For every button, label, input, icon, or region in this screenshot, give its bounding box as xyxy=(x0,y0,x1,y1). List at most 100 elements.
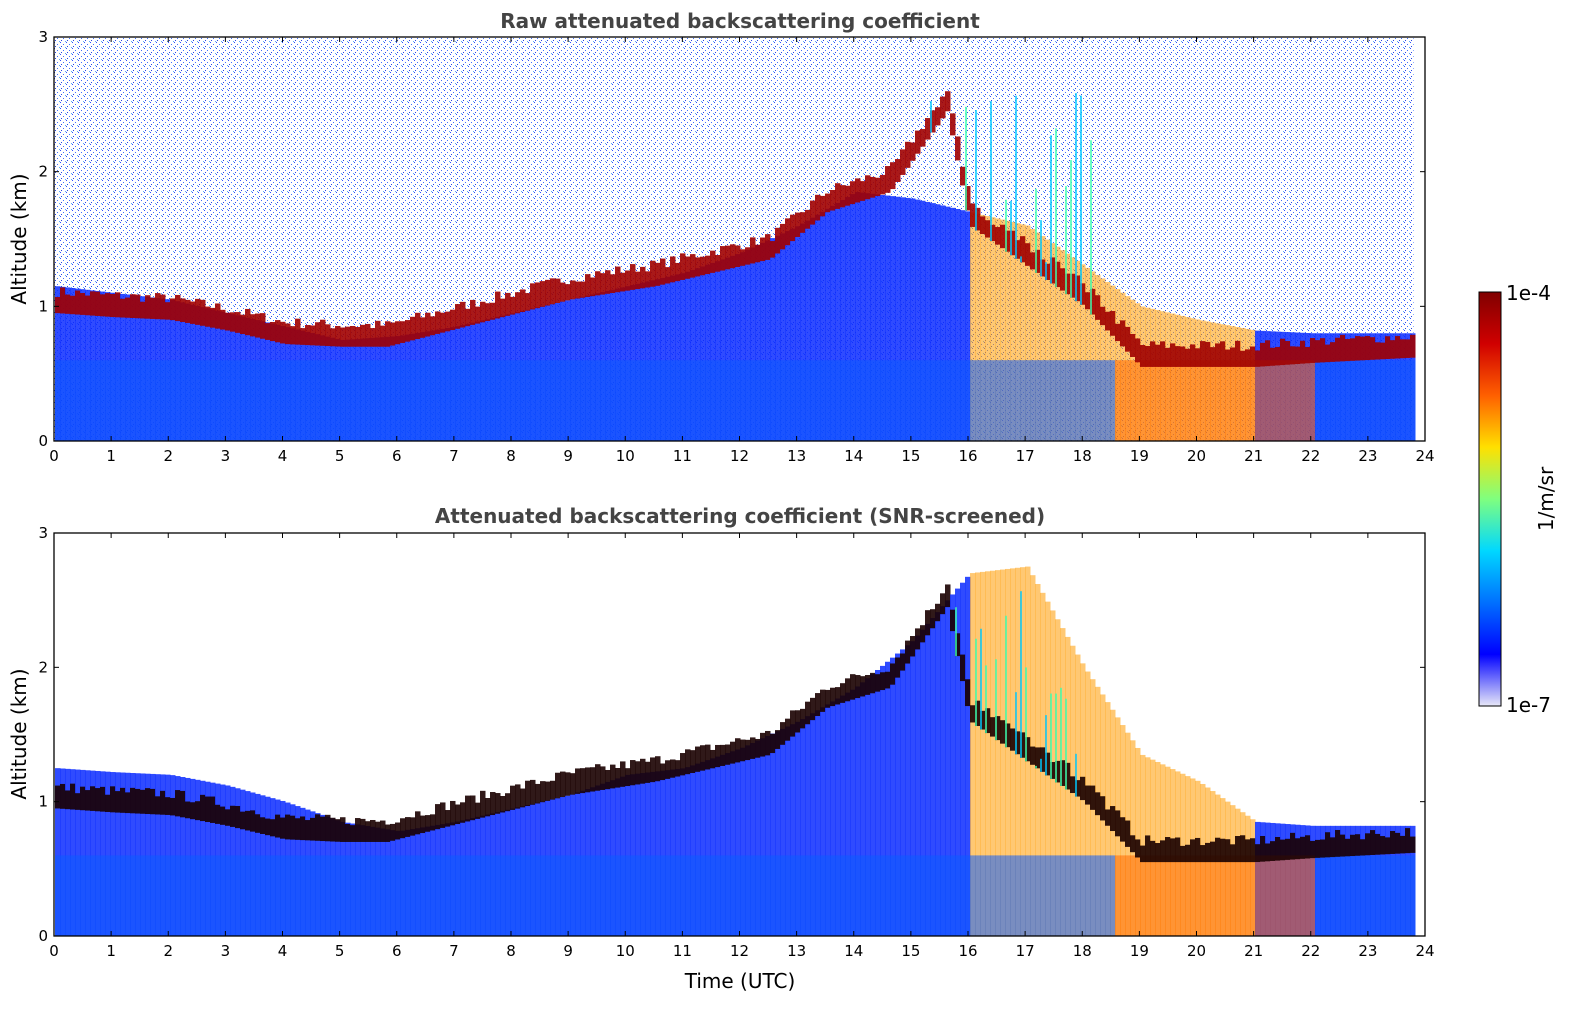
screened-surface-column xyxy=(325,855,331,936)
screened-cloud-layer xyxy=(1255,844,1261,863)
screened-surface-column xyxy=(1380,855,1386,936)
screened-surface-column xyxy=(1135,855,1141,936)
raw-cloud-layer xyxy=(460,301,466,328)
screened-cloud-layer xyxy=(1135,839,1141,858)
raw-surface-column xyxy=(630,360,636,441)
raw-cloud-layer xyxy=(130,294,136,318)
screened-cloud-layer xyxy=(390,823,396,841)
raw-cloud-layer xyxy=(105,293,111,317)
raw-surface-column xyxy=(285,360,291,441)
screened-cloud-layer xyxy=(255,814,261,833)
raw-cloud-layer xyxy=(700,256,706,276)
screened-surface-column xyxy=(830,855,836,936)
screened-surface-column xyxy=(1400,855,1406,936)
raw-aerosol-column xyxy=(995,218,1001,441)
screened-cloud-layer xyxy=(1205,842,1211,863)
screened-cloud-layer xyxy=(1360,839,1366,856)
screened-surface-column xyxy=(310,855,316,936)
raw-cloud-layer xyxy=(1135,338,1141,363)
screened-surface-column xyxy=(1095,855,1101,936)
screened-surface-column xyxy=(725,855,731,936)
raw-cloud-layer xyxy=(345,326,351,347)
screened-cloud-layer xyxy=(755,738,761,758)
raw-surface-column xyxy=(1090,360,1096,441)
raw-cloud-layer xyxy=(580,281,586,298)
raw-cloud-layer xyxy=(270,321,276,342)
screened-surface-column xyxy=(120,855,126,936)
screened-cloud-layer xyxy=(215,804,221,824)
screened-cloud-layer xyxy=(610,764,616,789)
screened-cloud-layer xyxy=(435,804,441,830)
screened-surface-column xyxy=(760,855,766,936)
screened-cloud-layer xyxy=(495,793,501,814)
raw-cloud-layer xyxy=(1370,337,1376,360)
raw-surface-column xyxy=(70,360,76,441)
raw-precip-streak xyxy=(975,110,977,231)
raw-surface-column xyxy=(410,360,416,441)
screened-cloud-layer xyxy=(980,710,986,730)
screened-surface-column xyxy=(535,855,541,936)
screened-cloud-layer xyxy=(1210,841,1216,863)
screened-y-tick-label: 0 xyxy=(38,927,48,945)
raw-cloud-layer xyxy=(915,130,921,154)
raw-surface-column xyxy=(940,360,946,441)
screened-cloud-layer xyxy=(85,790,91,811)
screened-cloud-layer xyxy=(290,815,296,840)
raw-cloud-layer xyxy=(305,325,311,346)
raw-heatmap xyxy=(54,37,1425,441)
screened-cloud-layer xyxy=(590,767,596,792)
raw-aerosol-column xyxy=(1040,236,1046,441)
raw-cloud-layer xyxy=(175,294,181,322)
raw-aerosol-column xyxy=(775,235,781,441)
screened-surface-column xyxy=(195,855,201,936)
screened-cloud-layer xyxy=(785,718,791,741)
raw-cloud-layer xyxy=(60,287,66,314)
colorbar: 1e-4 1e-7 1/m/sr xyxy=(1478,281,1558,717)
screened-cloud-layer xyxy=(1160,840,1166,863)
raw-surface-column xyxy=(265,360,271,441)
screened-surface-column xyxy=(300,855,306,936)
screened-surface-column xyxy=(1220,855,1226,936)
raw-surface-column xyxy=(1250,360,1256,441)
raw-cloud-layer xyxy=(625,270,631,291)
raw-surface-column xyxy=(565,360,571,441)
screened-cloud-layer xyxy=(820,689,826,712)
raw-cloud-layer xyxy=(215,303,221,329)
raw-surface-column xyxy=(330,360,336,441)
raw-surface-column xyxy=(400,360,406,441)
screened-surface-column xyxy=(210,855,216,936)
screened-surface-column xyxy=(1080,855,1086,936)
screened-aerosol-column xyxy=(675,768,681,936)
raw-cloud-layer xyxy=(1100,306,1106,326)
raw-surface-column xyxy=(560,360,566,441)
screened-cloud-layer xyxy=(625,768,631,787)
raw-surface-column xyxy=(1315,360,1321,441)
screened-heatmap xyxy=(54,533,1425,936)
raw-surface-column xyxy=(955,360,961,441)
screened-cloud-layer xyxy=(675,760,681,777)
raw-aerosol-column xyxy=(910,198,916,441)
raw-surface-column xyxy=(985,360,991,441)
screened-aerosol-column xyxy=(990,570,996,936)
raw-surface-column xyxy=(920,360,926,441)
screened-cloud-layer xyxy=(845,678,851,702)
raw-cloud-layer xyxy=(545,279,551,306)
raw-aerosol-column xyxy=(830,205,836,441)
screened-surface-column xyxy=(175,855,181,936)
raw-aerosol-column xyxy=(1080,264,1086,441)
screened-cloud-layer xyxy=(680,753,686,776)
screened-surface-column xyxy=(385,855,391,936)
screened-surface-column xyxy=(1240,855,1246,936)
screened-cloud-layer xyxy=(465,795,471,822)
raw-cloud-layer xyxy=(1325,344,1331,363)
screened-cloud-layer xyxy=(605,769,611,790)
screened-surface-column xyxy=(475,855,481,936)
screened-cloud-layer xyxy=(1115,810,1121,837)
raw-cloud-layer xyxy=(1060,268,1066,291)
raw-surface-column xyxy=(370,360,376,441)
raw-cloud-layer xyxy=(665,267,671,284)
screened-surface-column xyxy=(785,855,791,936)
raw-cloud-layer xyxy=(575,281,581,299)
screened-cloud-layer xyxy=(505,793,511,812)
raw-precip-streak xyxy=(1040,220,1042,277)
